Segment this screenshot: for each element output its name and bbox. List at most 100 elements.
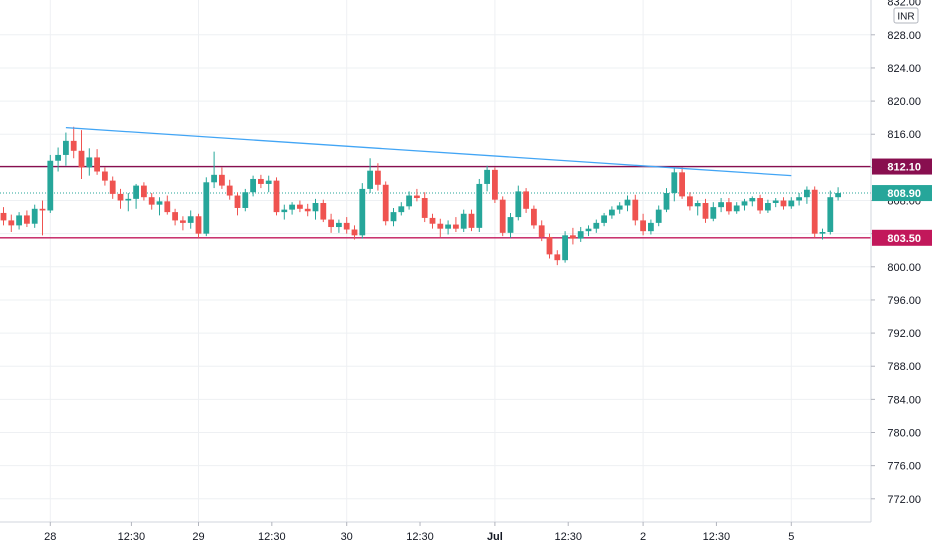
- candle: [203, 177, 210, 237]
- candle: [733, 202, 740, 214]
- axes: [0, 0, 872, 523]
- candle-body: [663, 193, 670, 210]
- candle-body: [796, 197, 802, 201]
- candle-body: [687, 196, 693, 207]
- candle-body: [648, 222, 654, 232]
- candle: [445, 220, 451, 235]
- time-tick-label: 28: [44, 531, 56, 543]
- candle: [796, 193, 802, 206]
- level-badge-text: 812.10: [887, 162, 921, 174]
- candle: [632, 194, 639, 226]
- candle: [297, 200, 303, 213]
- candle-body: [195, 216, 202, 234]
- candle: [515, 185, 522, 221]
- candle-body: [733, 205, 740, 212]
- candle-body: [187, 216, 194, 223]
- candle-body: [499, 199, 506, 233]
- candle: [570, 227, 576, 245]
- candle-body: [538, 225, 545, 237]
- candle: [421, 192, 428, 223]
- level-badge: 803.50: [872, 229, 932, 246]
- level-badge-text: 803.50: [887, 233, 921, 245]
- time-tick-label: 29: [192, 531, 204, 543]
- candle: [242, 188, 249, 212]
- candle: [718, 198, 724, 213]
- candle: [538, 220, 545, 242]
- candle: [788, 197, 795, 209]
- candle: [780, 197, 787, 210]
- candle: [499, 196, 506, 237]
- candle-body: [811, 189, 818, 234]
- candle: [195, 213, 202, 238]
- price-tick-label: 816.00: [887, 129, 921, 141]
- candle-body: [109, 180, 116, 194]
- time-axis[interactable]: 28 12:30 29 12:30 30 12:30 Jul 12:30 2 12:30 5: [44, 522, 794, 543]
- candle: [63, 132, 69, 166]
- candle: [476, 178, 483, 232]
- candle-body: [554, 254, 561, 261]
- candle: [726, 198, 732, 215]
- candle: [757, 194, 763, 214]
- candle-body: [710, 207, 717, 219]
- candle: [601, 212, 607, 227]
- candle-body: [570, 235, 576, 239]
- candle-body: [772, 200, 779, 203]
- time-tick-label: 5: [788, 531, 794, 543]
- currency-label[interactable]: INR: [893, 7, 919, 24]
- candle-body: [515, 191, 522, 218]
- candle-body: [102, 171, 108, 181]
- candle: [320, 199, 327, 223]
- price-axis[interactable]: 772.00 776.00 780.00 784.00 788.00 792.00 796.…: [871, 0, 921, 506]
- currency-box: [893, 7, 919, 24]
- candle: [47, 154, 54, 213]
- candle-body: [164, 201, 171, 213]
- candle-body: [804, 189, 810, 198]
- candle-body: [765, 203, 771, 211]
- candle: [109, 176, 116, 199]
- candle: [804, 186, 810, 204]
- candle-body: [484, 169, 490, 184]
- candle-body: [16, 215, 22, 226]
- candle: [390, 207, 397, 227]
- candle-body: [492, 169, 498, 200]
- candle: [492, 167, 498, 203]
- candle-body: [258, 178, 264, 184]
- candle-body: [141, 185, 147, 198]
- candle-body: [757, 198, 763, 211]
- candle-body: [281, 209, 288, 213]
- candle: [648, 219, 654, 235]
- last-price-badge-box: [872, 185, 932, 202]
- candle: [265, 175, 272, 193]
- candle-body: [460, 213, 467, 229]
- candle: [585, 225, 592, 237]
- candle-body: [507, 217, 514, 233]
- candle-body: [47, 160, 54, 211]
- candle-body: [312, 203, 319, 212]
- candle-body: [39, 208, 46, 211]
- time-tick-label: 2: [640, 531, 646, 543]
- candle: [312, 198, 319, 220]
- candle-body: [788, 200, 795, 207]
- candle-body: [445, 224, 451, 229]
- candle-body: [593, 222, 600, 229]
- candle: [39, 200, 46, 236]
- candle: [0, 207, 7, 226]
- candle: [687, 192, 693, 211]
- price-tick-label: 784.00: [887, 394, 921, 406]
- candle: [180, 216, 186, 231]
- candle-body: [819, 232, 826, 234]
- candle: [546, 233, 553, 259]
- candle: [117, 188, 124, 209]
- price-tick-label: 820.00: [887, 96, 921, 108]
- time-tick-label: 12:30: [554, 531, 582, 543]
- candle: [164, 195, 171, 215]
- candle: [827, 190, 834, 235]
- candle: [281, 204, 288, 220]
- candle-body: [382, 184, 389, 222]
- candle-body: [203, 182, 210, 234]
- candle-body: [86, 157, 93, 168]
- candle: [86, 148, 93, 176]
- candle: [226, 179, 233, 200]
- candle-body: [453, 224, 459, 229]
